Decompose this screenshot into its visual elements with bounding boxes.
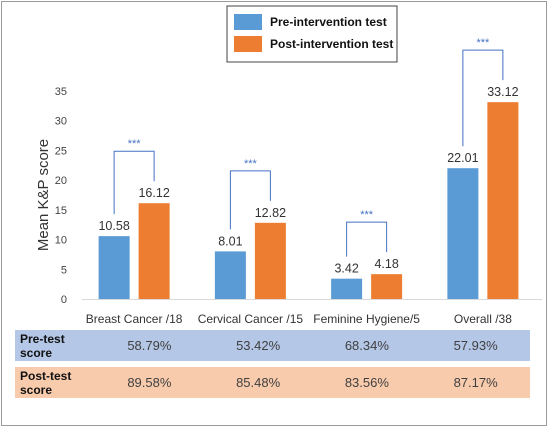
pre-test-breast: 58.79% [95, 330, 204, 367]
x-tick-label-0: Breast Cancer /18 [86, 312, 183, 326]
y-tick-label-6: 30 [55, 116, 67, 128]
significance-bracket-0 [113, 150, 155, 215]
x-tick-label-3: Overall /38 [454, 312, 512, 326]
pre-test-hygiene: 68.34% [312, 330, 422, 367]
data-label-pre-0: 10.58 [98, 219, 129, 233]
data-label-post-1: 12.82 [255, 206, 286, 220]
pre-test-cervical: 53.42% [203, 330, 313, 367]
x-tick-label-1: Cervical Cancer /15 [198, 312, 304, 326]
y-tick-label-3: 15 [55, 205, 67, 217]
bar-pre-0 [98, 236, 130, 299]
x-tick-label-2: Feminine Hygiene/5 [313, 312, 420, 326]
bar-post-3 [487, 102, 519, 299]
bar-pre-3 [447, 168, 479, 299]
bar-pre-1 [214, 251, 246, 299]
significance-mark-0: *** [128, 138, 142, 150]
significance-mark-2: *** [360, 209, 374, 221]
score-table: Pre-test score 58.79% 53.42% 68.34% 57.9… [15, 330, 530, 398]
significance-mark-1: *** [244, 158, 258, 170]
bar-post-0 [138, 203, 170, 299]
y-tick-label-1: 5 [61, 264, 67, 276]
y-axis-label: Mean K&P score [35, 139, 52, 251]
pre-test-overall: 57.93% [421, 330, 530, 367]
data-label-post-3: 33.12 [487, 85, 518, 99]
pre-test-header: Pre-test score [15, 330, 95, 367]
data-label-pre-2: 3.42 [334, 262, 358, 276]
bar-chart: 0 5 10 15 20 25 30 35 Mean K&P score 10.58 16.12 **… [35, 5, 542, 326]
legend-label-post: Post-intervention test [270, 37, 393, 51]
post-test-breast: 89.58% [95, 364, 204, 398]
data-label-pre-3: 22.01 [447, 151, 478, 165]
post-test-overall: 87.17% [421, 364, 530, 398]
post-test-row: Post-test score 89.58% 85.48% 83.56% 87.… [15, 364, 530, 398]
data-label-post-2: 4.18 [374, 257, 398, 271]
post-test-hygiene: 83.56% [312, 364, 422, 398]
y-tick-label-7: 35 [55, 86, 67, 98]
bar-post-1 [254, 222, 286, 299]
legend-label-pre: Pre-intervention test [270, 15, 387, 29]
significance-bracket-2 [346, 221, 388, 257]
significance-mark-3: *** [476, 37, 490, 49]
y-tick-label-5: 25 [55, 145, 67, 157]
significance-bracket-1 [229, 170, 271, 230]
significance-bracket-3 [462, 49, 504, 147]
pre-test-row: Pre-test score 58.79% 53.42% 68.34% 57.9… [15, 330, 530, 367]
y-tick-label-0: 0 [61, 294, 67, 306]
data-label-post-0: 16.12 [138, 186, 169, 200]
bar-pre-2 [331, 278, 363, 299]
y-tick-label-2: 10 [55, 235, 67, 247]
y-tick-label-4: 20 [55, 175, 67, 187]
post-test-header: Post-test score [15, 364, 95, 398]
data-label-pre-1: 8.01 [218, 234, 242, 248]
legend-swatch-post [234, 36, 262, 52]
post-test-cervical: 85.48% [203, 364, 313, 398]
legend-swatch-pre [234, 14, 262, 30]
bar-post-2 [371, 274, 403, 299]
